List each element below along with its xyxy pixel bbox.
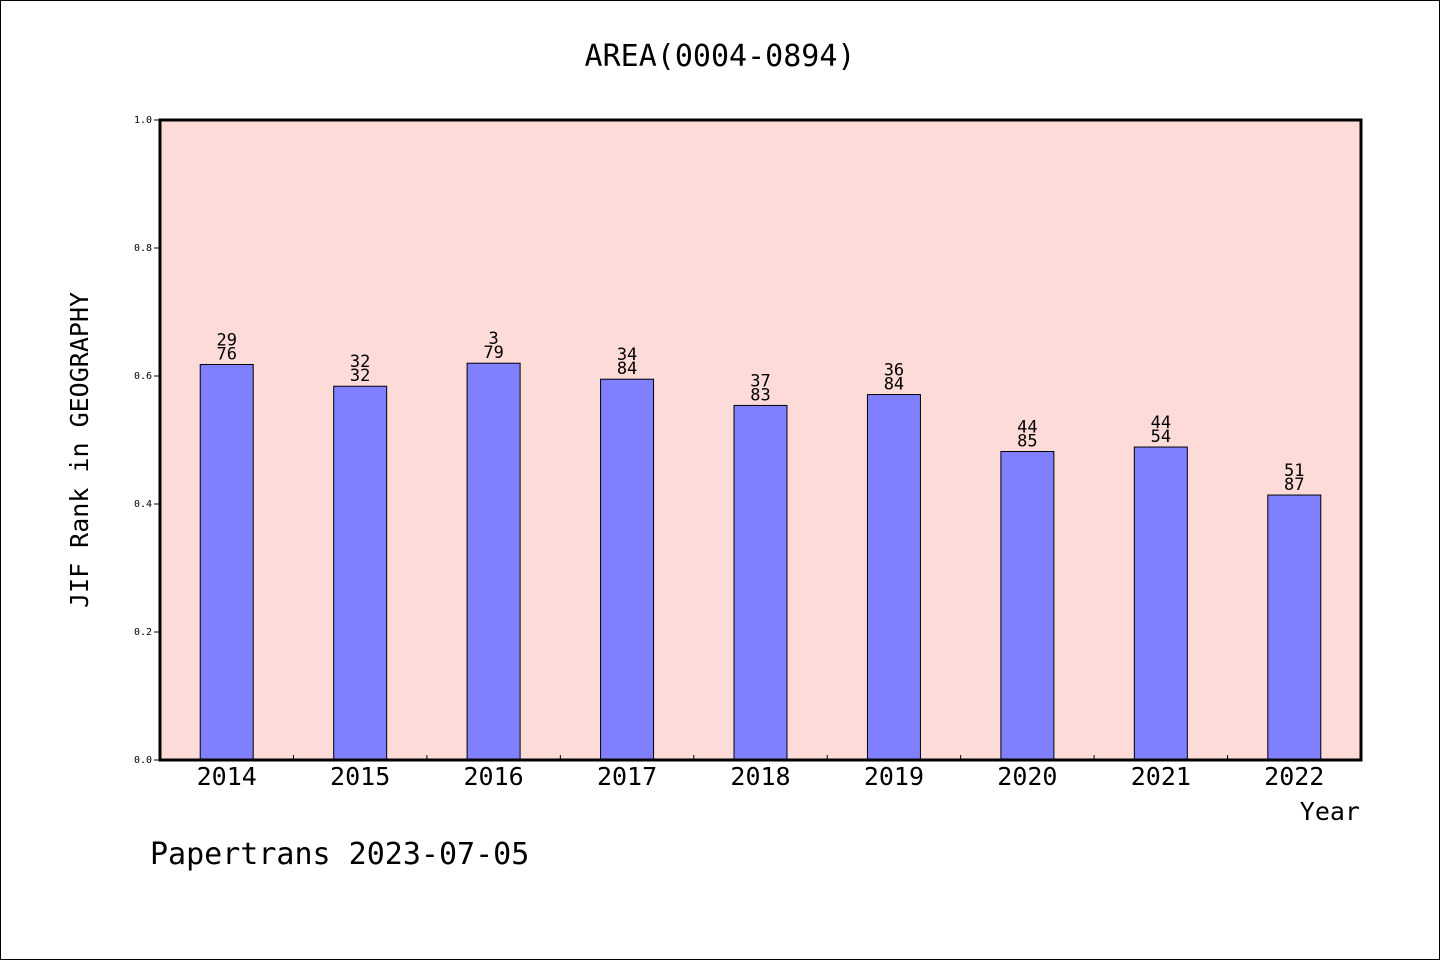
x-tick-label: 2017 bbox=[597, 762, 657, 791]
x-axis-ticks: 2014 2015 2016 2017 2018 2019 2020 2021 2022 bbox=[197, 755, 1324, 791]
bar-label-bottom: 79 bbox=[483, 343, 503, 363]
bar-label-bottom: 76 bbox=[216, 344, 236, 364]
bar-label-top: 51 bbox=[1284, 461, 1304, 481]
x-tick-label: 2016 bbox=[464, 762, 524, 791]
bar-label-top: 44 bbox=[1017, 418, 1037, 438]
bar-label-bottom: 54 bbox=[1151, 427, 1171, 447]
x-tick-label: 2021 bbox=[1131, 762, 1191, 791]
bar-2022 bbox=[1267, 494, 1322, 761]
bar-label-top: 32 bbox=[350, 352, 370, 372]
y-tick-label: 0.4 bbox=[134, 499, 152, 510]
y-axis-ticks: 0.0 0.2 0.4 0.6 0.8 1.0 bbox=[134, 115, 160, 766]
bar-label-top: 34 bbox=[617, 345, 637, 365]
bar-2016 bbox=[466, 362, 521, 761]
x-tick-label: 2014 bbox=[197, 762, 257, 791]
x-tick-label: 2020 bbox=[997, 762, 1057, 791]
bar-label-bottom: 84 bbox=[617, 359, 637, 379]
footer-credit: Papertrans 2023-07-05 bbox=[150, 837, 529, 872]
bar-label-bottom: 85 bbox=[1017, 432, 1037, 452]
y-tick-label: 0.2 bbox=[134, 627, 152, 638]
x-tick-label: 2018 bbox=[730, 762, 790, 791]
bar-2017 bbox=[600, 378, 655, 761]
bar-2021 bbox=[1133, 446, 1188, 761]
bar-2015 bbox=[333, 385, 388, 761]
bar-label-top: 29 bbox=[216, 330, 236, 350]
y-axis-label: JIF Rank in GEOGRAPHY bbox=[65, 292, 94, 608]
bar-label-top: 37 bbox=[750, 371, 770, 391]
y-tick-label: 0.8 bbox=[134, 243, 152, 254]
bar-label-bottom: 84 bbox=[884, 375, 904, 395]
bar-label-bottom: 87 bbox=[1284, 475, 1304, 495]
chart-title: AREA(0004-0894) bbox=[585, 39, 856, 74]
y-tick-label: 0.0 bbox=[134, 755, 152, 766]
bar-2018 bbox=[733, 404, 788, 761]
bar-label-top: 36 bbox=[884, 361, 904, 381]
bar-label-top: 44 bbox=[1151, 413, 1171, 433]
x-tick-label: 2019 bbox=[864, 762, 924, 791]
bar-label-top: 3 bbox=[488, 329, 498, 349]
y-tick-label: 0.6 bbox=[134, 371, 152, 382]
y-tick-label: 1.0 bbox=[134, 115, 152, 126]
bar-2014 bbox=[199, 363, 254, 761]
bar-label-bottom: 83 bbox=[750, 385, 770, 405]
x-tick-label: 2015 bbox=[330, 762, 390, 791]
bar-2020 bbox=[1000, 451, 1055, 761]
bars bbox=[199, 362, 1322, 761]
x-tick-label: 2022 bbox=[1264, 762, 1324, 791]
bar-label-bottom: 32 bbox=[350, 366, 370, 386]
plot-border bbox=[158, 118, 1363, 762]
bar-2019 bbox=[866, 394, 921, 761]
x-axis-label: Year bbox=[1300, 797, 1360, 826]
